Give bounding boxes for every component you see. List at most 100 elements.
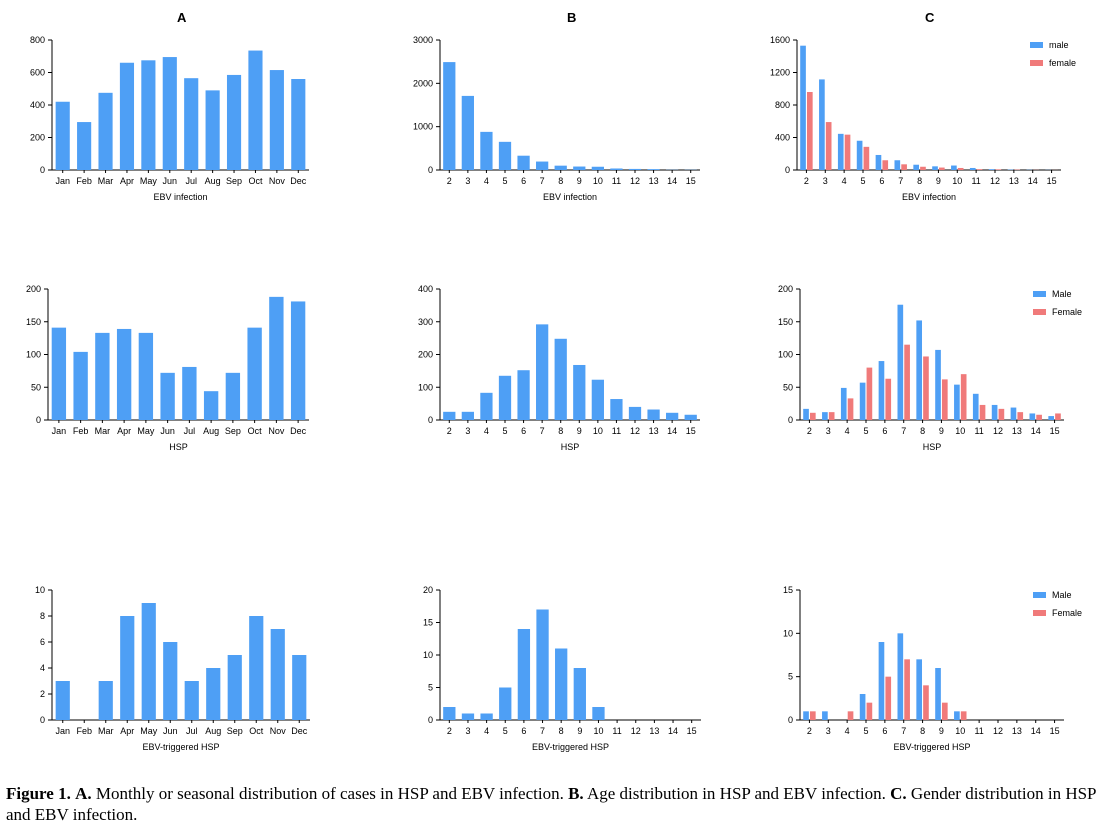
bar — [536, 324, 549, 420]
x-tick-label: 2 — [447, 176, 452, 186]
bar — [461, 713, 475, 720]
bar — [517, 629, 531, 720]
x-tick-label: 11 — [612, 176, 621, 186]
x-tick-label: 13 — [1009, 176, 1019, 186]
x-tick-label: Sep — [227, 726, 243, 736]
legend-label: Female — [1052, 307, 1082, 317]
x-tick-label: 12 — [993, 426, 1003, 436]
bar — [935, 668, 941, 720]
y-tick-label: 0 — [40, 715, 45, 725]
x-tick-label: 12 — [993, 726, 1003, 736]
bar — [206, 668, 221, 720]
x-tick-label: 15 — [687, 726, 697, 736]
x-tick-label: 6 — [521, 726, 526, 736]
x-tick-label: Jan — [55, 726, 70, 736]
bar — [991, 404, 998, 420]
bar — [1048, 416, 1055, 420]
x-tick-label: 8 — [920, 426, 925, 436]
bar — [163, 642, 178, 720]
bar — [894, 160, 901, 170]
bar — [536, 609, 549, 720]
x-tick-label: 6 — [521, 426, 526, 436]
bar — [866, 702, 873, 720]
bar — [847, 398, 854, 420]
y-tick-label: 200 — [26, 284, 41, 294]
y-tick-label: 200 — [418, 350, 433, 360]
x-tick-label: 6 — [882, 726, 887, 736]
y-tick-label: 6 — [40, 637, 45, 647]
bar — [856, 140, 863, 170]
x-tick-label: 4 — [484, 726, 489, 736]
bar — [226, 74, 242, 170]
x-tick-label: 5 — [863, 426, 868, 436]
x-tick-label: May — [137, 426, 155, 436]
bar — [920, 166, 926, 170]
y-tick-label: 100 — [778, 350, 793, 360]
bar — [809, 711, 816, 720]
y-tick-label: 0 — [428, 165, 433, 175]
y-tick-label: 150 — [778, 317, 793, 327]
x-tick-label: 10 — [593, 726, 603, 736]
y-tick-label: 400 — [775, 133, 790, 143]
x-tick-label: 3 — [465, 426, 470, 436]
y-tick-label: 4 — [40, 663, 45, 673]
bar — [517, 370, 530, 420]
x-tick-label: 11 — [612, 726, 621, 736]
bar — [995, 169, 1002, 170]
bar — [828, 412, 835, 420]
chart-b3: 0 5 10 15 20 2 3 4 5 6 7 8 9 10 11 12 13 14 15 EBV-triggere… — [423, 585, 701, 752]
x-tick-label: 13 — [1012, 726, 1022, 736]
bar — [160, 372, 175, 420]
bar — [647, 169, 660, 170]
x-axis-label: EBV infection — [902, 192, 956, 202]
x-tick-label: 4 — [845, 426, 850, 436]
bar — [998, 408, 1005, 420]
caption-a-label: A. — [75, 784, 92, 803]
x-tick-label: 2 — [807, 726, 812, 736]
bar — [859, 382, 866, 420]
x-tick-label: Feb — [76, 726, 92, 736]
x-tick-label: 14 — [1031, 726, 1041, 736]
x-tick-label: 2 — [447, 726, 452, 736]
bar — [960, 374, 967, 420]
bar — [77, 122, 92, 170]
legend-swatch — [1033, 592, 1046, 598]
bar — [480, 713, 493, 720]
x-tick-label: 8 — [559, 726, 564, 736]
x-tick-label: Jul — [184, 426, 196, 436]
y-tick-label: 300 — [418, 317, 433, 327]
bar — [536, 161, 549, 170]
x-tick-label: Dec — [290, 426, 307, 436]
bar — [806, 92, 813, 170]
x-tick-label: 2 — [804, 176, 809, 186]
y-tick-label: 10 — [783, 628, 793, 638]
bar — [55, 681, 70, 720]
x-tick-label: 2 — [447, 426, 452, 436]
chart-a1: 0 200 400 600 800 Jan Feb Mar Apr May Jun Jul Aug Sep… — [30, 35, 309, 202]
bar — [916, 659, 923, 720]
bar — [800, 45, 806, 170]
bar — [916, 320, 923, 420]
legend-label: male — [1049, 40, 1069, 50]
bar — [610, 168, 623, 170]
x-tick-label: Oct — [248, 176, 263, 186]
x-tick-label: Apr — [117, 426, 131, 436]
y-tick-label: 100 — [26, 350, 41, 360]
bar — [461, 411, 474, 420]
x-tick-label: Jul — [185, 176, 197, 186]
bar — [878, 642, 885, 720]
legend-label: Female — [1052, 608, 1082, 618]
bar — [954, 711, 960, 720]
bar — [573, 166, 586, 170]
bar — [591, 379, 604, 420]
x-axis-label: HSP — [923, 442, 942, 452]
bar — [184, 78, 199, 170]
x-tick-label: Dec — [291, 726, 308, 736]
bar — [555, 648, 568, 720]
x-tick-label: 10 — [955, 726, 965, 736]
x-tick-label: 15 — [686, 176, 696, 186]
bar — [863, 146, 870, 170]
legend-label: Male — [1052, 590, 1072, 600]
x-tick-label: Aug — [205, 176, 221, 186]
x-tick-label: 4 — [845, 726, 850, 736]
